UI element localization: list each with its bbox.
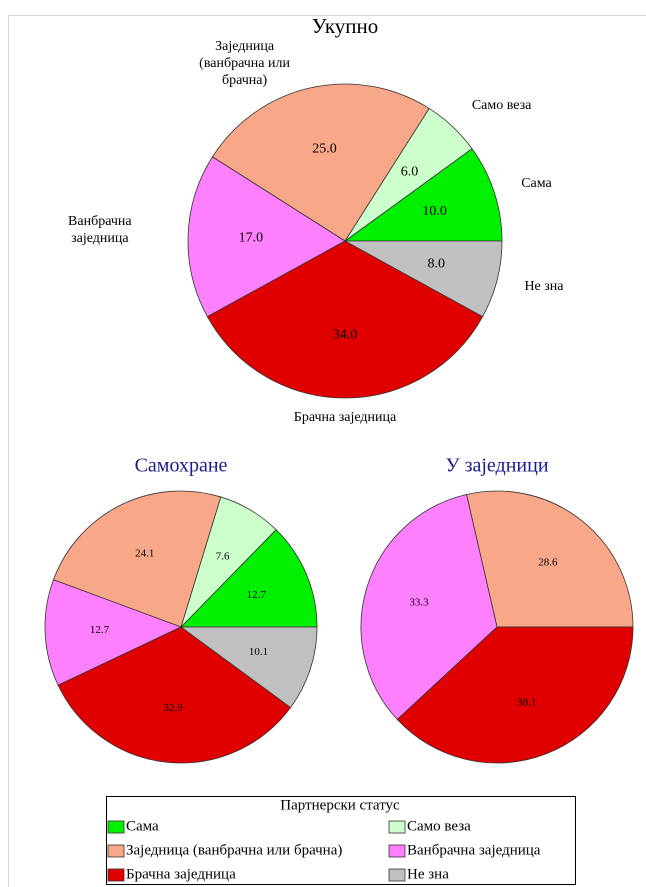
pie-slice [44, 579, 183, 686]
category-label: Ванбрачна заједница [68, 214, 132, 247]
pie-slice [179, 626, 318, 709]
value-label: 12.7 [90, 624, 110, 636]
value-label: 10.1 [249, 646, 268, 658]
legend-box [106, 796, 576, 885]
value-label: 12.7 [247, 589, 267, 601]
pie-title: Самохране [135, 455, 228, 477]
value-label: 10.0 [422, 204, 447, 219]
legend-label: Не зна [407, 866, 449, 882]
value-label: 24.1 [135, 547, 154, 559]
value-label: 32.9 [164, 702, 184, 714]
legend-label: Заједница (ванбрачна или брачна) [126, 842, 342, 858]
pie-slice [211, 83, 430, 242]
category-label: Сама [521, 175, 552, 191]
category-label: Не зна [524, 279, 564, 295]
pie-slice [187, 156, 346, 318]
legend-swatch [107, 868, 125, 882]
value-label: 33.3 [409, 597, 429, 609]
legend-swatch [388, 820, 406, 834]
legend-label: Само веза [407, 818, 471, 834]
value-label: 6.0 [401, 165, 419, 180]
legend-title: Партнерски статус [280, 797, 400, 813]
legend-swatch [388, 868, 406, 882]
category-label: Брачна заједница [293, 410, 397, 426]
pie-slice [343, 148, 503, 242]
pie-slice [360, 493, 498, 721]
pie-title: Укупно [312, 14, 378, 38]
value-label: 28.6 [538, 557, 558, 569]
pie-slice [180, 529, 318, 628]
legend-label: Ванбрачна заједница [407, 842, 541, 858]
value-label: 7.6 [216, 550, 230, 562]
pie-title: У заједници [445, 455, 548, 477]
value-label: 34.0 [333, 327, 358, 342]
value-label: 8.0 [427, 257, 445, 272]
legend-label: Брачна заједница [126, 866, 236, 882]
value-label: 25.0 [312, 141, 337, 156]
value-label: 38.1 [517, 696, 536, 708]
category-label: Заједница (ванбрачна или брачна) [199, 39, 290, 89]
legend-swatch [107, 844, 125, 858]
category-label: Само веза [471, 97, 532, 113]
pie-slice [206, 240, 484, 399]
legend-swatch [107, 820, 125, 834]
pie-slice [344, 240, 503, 318]
value-label: 17.0 [239, 230, 264, 245]
pie-slice [52, 490, 222, 628]
pie-slice [396, 626, 634, 764]
legend-label: Сама [126, 818, 159, 834]
pie-slice [466, 490, 634, 628]
frame [8, 15, 646, 887]
legend-swatch [388, 844, 406, 858]
pie-slice [57, 626, 292, 764]
